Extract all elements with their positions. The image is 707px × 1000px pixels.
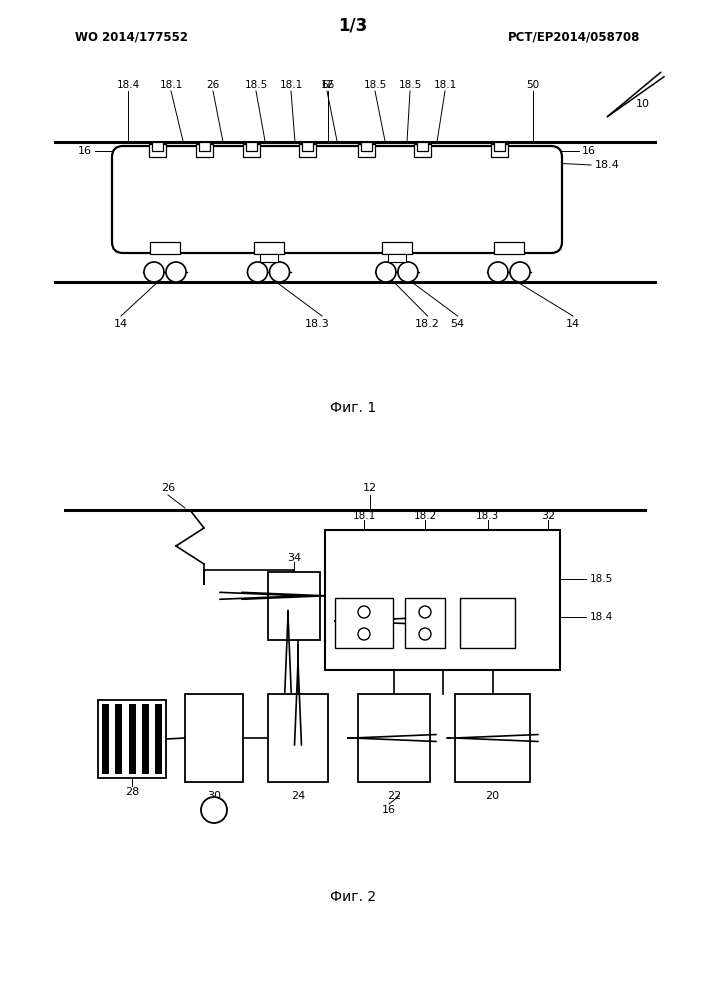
Bar bbox=[243, 144, 260, 157]
Text: 50: 50 bbox=[527, 80, 539, 90]
Text: 18.4: 18.4 bbox=[590, 612, 613, 622]
Circle shape bbox=[269, 262, 290, 282]
Text: 34: 34 bbox=[287, 553, 301, 563]
Bar bbox=[254, 242, 284, 254]
Bar bbox=[115, 704, 122, 774]
Bar bbox=[268, 694, 328, 782]
Bar bbox=[129, 704, 136, 774]
Bar bbox=[491, 144, 508, 157]
Bar bbox=[246, 142, 257, 151]
Circle shape bbox=[358, 606, 370, 618]
Text: 18.1: 18.1 bbox=[159, 80, 182, 90]
Text: 18.1: 18.1 bbox=[433, 80, 457, 90]
Circle shape bbox=[488, 262, 508, 282]
Circle shape bbox=[247, 262, 267, 282]
Circle shape bbox=[398, 262, 418, 282]
Text: 26: 26 bbox=[161, 483, 175, 493]
Text: 18.1: 18.1 bbox=[279, 80, 303, 90]
Bar bbox=[361, 142, 373, 151]
Text: 18.5: 18.5 bbox=[398, 80, 421, 90]
Text: 22: 22 bbox=[387, 791, 401, 801]
Text: 16: 16 bbox=[582, 146, 596, 156]
Circle shape bbox=[144, 262, 164, 282]
Bar bbox=[494, 142, 505, 151]
Circle shape bbox=[419, 628, 431, 640]
Bar bbox=[259, 254, 278, 262]
Bar bbox=[388, 254, 406, 262]
Text: 18.2: 18.2 bbox=[414, 511, 437, 521]
Bar bbox=[358, 694, 430, 782]
Bar bbox=[141, 704, 148, 774]
Bar bbox=[405, 598, 445, 648]
Text: PCT/EP2014/058708: PCT/EP2014/058708 bbox=[508, 30, 640, 43]
Text: 18.5: 18.5 bbox=[363, 80, 387, 90]
Bar bbox=[455, 694, 530, 782]
Circle shape bbox=[201, 797, 227, 823]
Bar bbox=[358, 144, 375, 157]
Text: 18.2: 18.2 bbox=[415, 319, 440, 329]
Text: WO 2014/177552: WO 2014/177552 bbox=[75, 30, 188, 43]
Circle shape bbox=[510, 262, 530, 282]
Bar bbox=[268, 572, 320, 640]
Bar bbox=[152, 142, 163, 151]
Bar bbox=[325, 530, 560, 670]
Text: 18.1: 18.1 bbox=[352, 511, 375, 521]
Text: 14: 14 bbox=[566, 319, 580, 329]
Bar bbox=[199, 142, 210, 151]
Bar bbox=[414, 144, 431, 157]
Bar bbox=[494, 242, 524, 254]
Text: 26: 26 bbox=[206, 80, 220, 90]
Circle shape bbox=[166, 262, 186, 282]
Bar bbox=[102, 704, 109, 774]
Text: 16: 16 bbox=[78, 146, 92, 156]
Text: Фиг. 1: Фиг. 1 bbox=[330, 401, 376, 415]
Bar bbox=[196, 144, 213, 157]
Text: 32: 32 bbox=[541, 511, 555, 521]
Text: 28: 28 bbox=[125, 787, 139, 797]
Text: 12: 12 bbox=[363, 483, 377, 493]
Bar bbox=[417, 142, 428, 151]
Bar bbox=[155, 704, 162, 774]
Text: 18.5: 18.5 bbox=[245, 80, 268, 90]
Bar bbox=[185, 694, 243, 782]
Text: 18.5: 18.5 bbox=[590, 574, 613, 584]
Bar bbox=[150, 242, 180, 254]
Bar bbox=[382, 242, 412, 254]
Text: 30: 30 bbox=[207, 791, 221, 801]
Text: 16: 16 bbox=[382, 805, 396, 815]
Circle shape bbox=[376, 262, 396, 282]
Text: 18.4: 18.4 bbox=[117, 80, 139, 90]
FancyBboxPatch shape bbox=[112, 146, 562, 253]
Bar bbox=[148, 144, 165, 157]
Circle shape bbox=[358, 628, 370, 640]
Text: 18.3: 18.3 bbox=[476, 511, 499, 521]
Text: 14: 14 bbox=[114, 319, 128, 329]
Text: 1/3: 1/3 bbox=[339, 16, 368, 34]
Text: 54: 54 bbox=[450, 319, 464, 329]
Bar bbox=[298, 144, 315, 157]
Text: 24: 24 bbox=[291, 791, 305, 801]
Bar bbox=[98, 700, 166, 778]
Text: 10: 10 bbox=[636, 99, 650, 109]
Text: 18.3: 18.3 bbox=[305, 319, 329, 329]
Text: Фиг. 2: Фиг. 2 bbox=[330, 890, 376, 904]
Text: 18.4: 18.4 bbox=[595, 160, 620, 170]
Bar bbox=[460, 598, 515, 648]
Bar bbox=[335, 598, 393, 648]
Text: 20: 20 bbox=[486, 791, 500, 801]
Text: 12: 12 bbox=[320, 80, 334, 90]
Circle shape bbox=[419, 606, 431, 618]
Bar bbox=[302, 142, 312, 151]
Text: 66: 66 bbox=[322, 80, 334, 90]
